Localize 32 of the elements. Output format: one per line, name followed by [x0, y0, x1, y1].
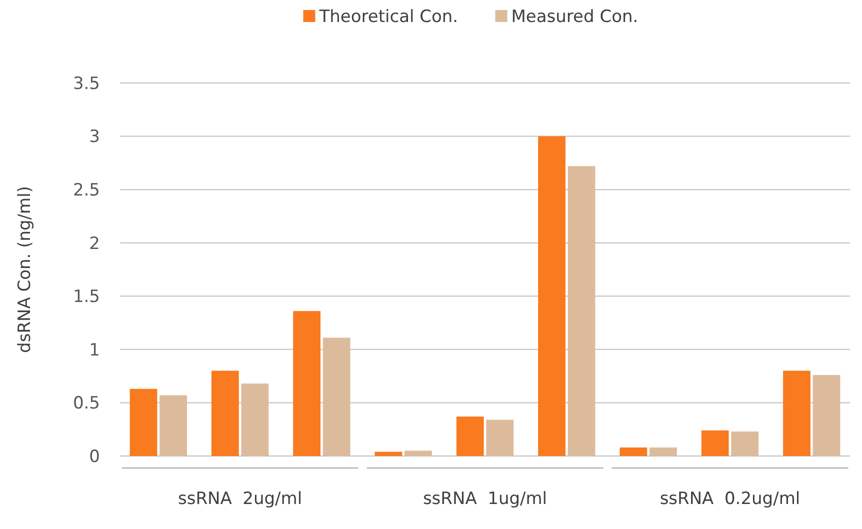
legend-label: Measured Con. [511, 7, 638, 27]
bar [620, 447, 648, 456]
bar [211, 370, 239, 456]
bar [812, 375, 840, 456]
y-tick-label: 3.5 [72, 74, 100, 94]
legend-label: Theoretical Con. [318, 7, 458, 27]
y-axis-title: dsRNA Con. (ng/ml) [15, 186, 35, 353]
x-tick-label: ssRNA 0.2ug/ml [660, 489, 800, 509]
y-tick-label: 3 [89, 127, 100, 148]
bar [538, 136, 566, 456]
bar [374, 452, 402, 456]
bar [322, 338, 350, 456]
bar [456, 416, 484, 456]
y-tick-label: 2 [89, 234, 100, 254]
bar [404, 450, 432, 456]
bar [160, 395, 187, 456]
x-tick-label: ssRNA 2ug/ml [178, 489, 302, 509]
y-tick-label: 1.5 [72, 287, 100, 308]
y-tick-label: 2.5 [72, 180, 100, 201]
bar [241, 384, 269, 456]
bar [130, 388, 158, 456]
bar [701, 430, 729, 456]
y-tick-label: 0.5 [72, 394, 100, 414]
y-tick-label: 1 [89, 340, 100, 360]
x-tick-label: ssRNA 1ug/ml [422, 489, 548, 509]
bar [783, 370, 810, 456]
bar [568, 166, 596, 456]
bar [731, 431, 759, 456]
y-tick-label: 0 [89, 446, 100, 467]
bar [293, 311, 320, 456]
bar [486, 420, 514, 456]
bar [650, 447, 677, 456]
